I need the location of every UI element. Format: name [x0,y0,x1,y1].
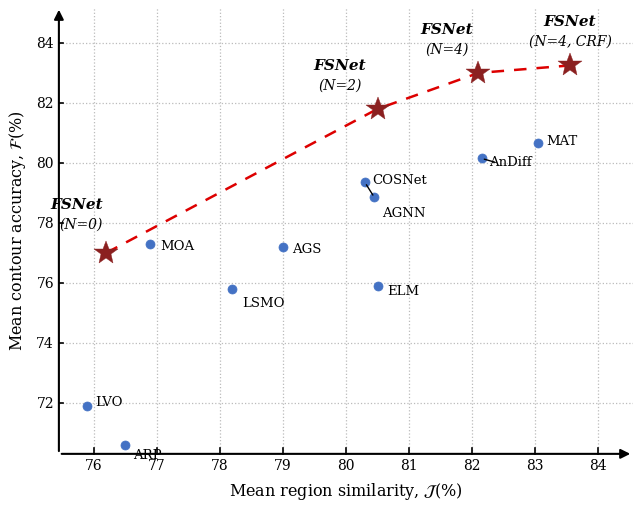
Text: ARP: ARP [132,449,161,462]
Text: MAT: MAT [546,135,577,149]
Text: (N=2): (N=2) [318,78,362,93]
Text: FSNet: FSNet [314,59,366,73]
Text: COSNet: COSNet [372,175,428,187]
Text: FSNet: FSNet [420,23,473,37]
Text: (N=0): (N=0) [60,218,103,232]
Text: AGS: AGS [292,243,322,257]
Text: LSMO: LSMO [242,297,284,310]
Text: AGNN: AGNN [382,207,426,220]
Text: (N=4, CRF): (N=4, CRF) [529,35,611,49]
Y-axis label: Mean contour accuracy, $\mathcal{F}$(%): Mean contour accuracy, $\mathcal{F}$(%) [7,110,28,351]
Text: (N=4): (N=4) [425,42,468,56]
X-axis label: Mean region similarity, $\mathcal{J}$(%): Mean region similarity, $\mathcal{J}$(%) [229,481,463,502]
Text: AnDiff: AnDiff [489,156,532,169]
Text: FSNet: FSNet [543,15,596,30]
Text: FSNet: FSNet [51,199,103,212]
Text: MOA: MOA [160,240,194,253]
Text: LVO: LVO [95,397,122,409]
Text: ELM: ELM [387,286,419,298]
